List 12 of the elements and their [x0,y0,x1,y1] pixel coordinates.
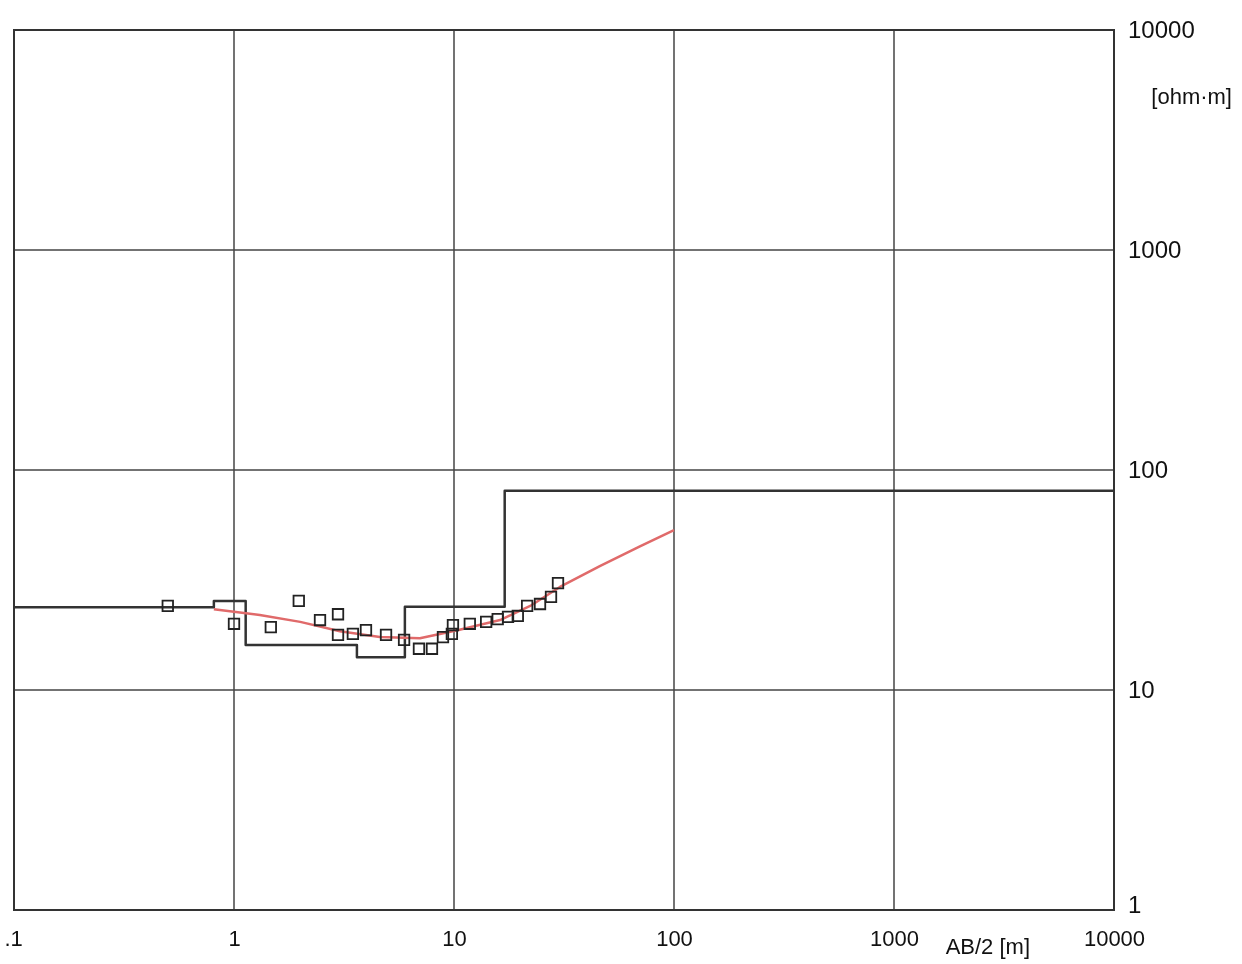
x-tick-label: 100 [656,925,693,951]
x-tick-label: 1000 [870,925,919,951]
y-tick-label: 100 [1128,456,1169,484]
y-tick-label: 10 [1128,676,1155,704]
y-tick-label: 1000 [1128,236,1182,264]
x-tick-label: 10 [442,925,467,951]
y-axis-title: [ohm·m] [1151,84,1232,109]
x-tick-label: .1 [4,925,23,951]
x-axis-title: AB/2 [m] [945,934,1030,959]
y-tick-label: 10000 [1128,16,1195,44]
x-tick-label: 1 [228,925,241,951]
y-tick-label: 1 [1128,890,1142,918]
